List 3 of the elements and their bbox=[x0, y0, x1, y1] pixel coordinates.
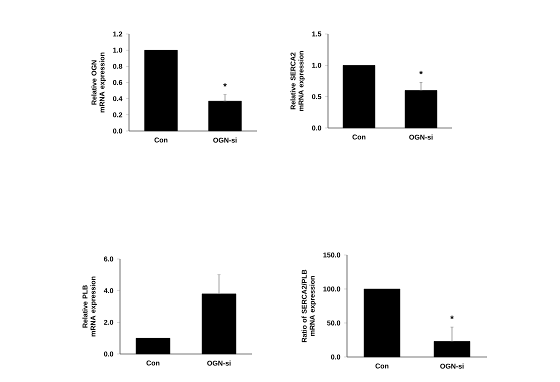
annotation: * bbox=[223, 83, 227, 87]
annotation: * bbox=[419, 70, 423, 74]
annotation: * bbox=[450, 316, 454, 320]
